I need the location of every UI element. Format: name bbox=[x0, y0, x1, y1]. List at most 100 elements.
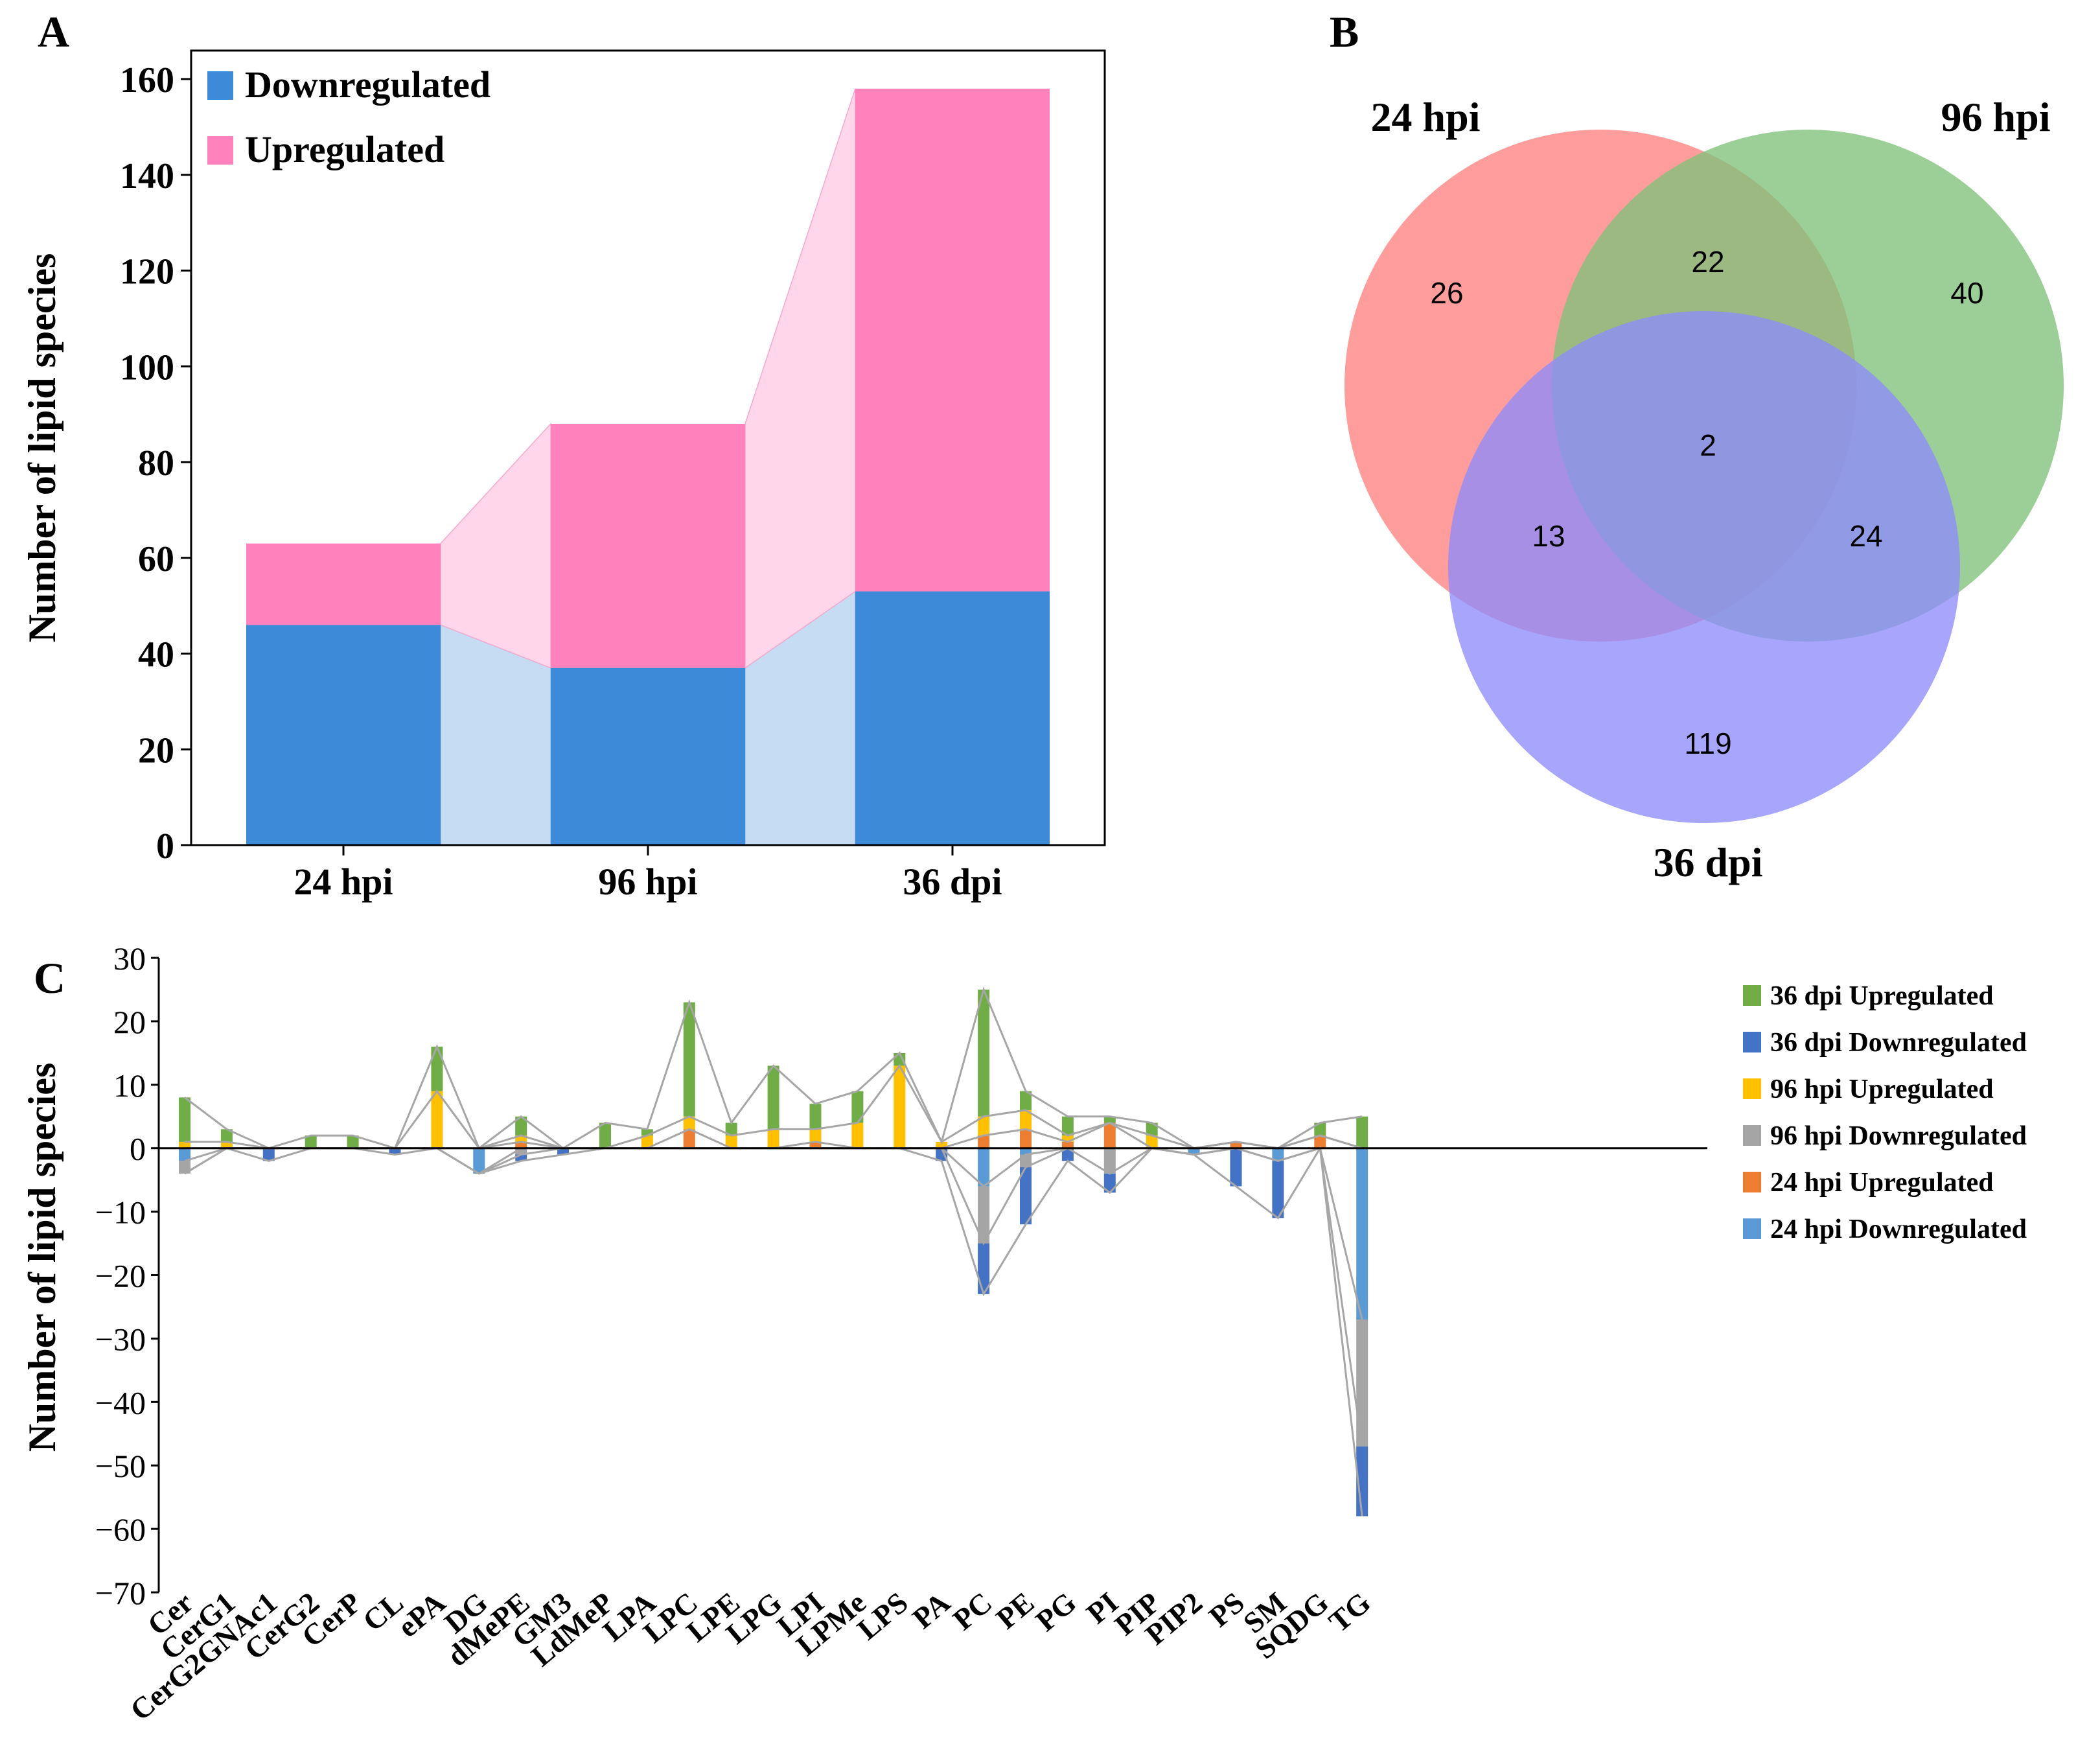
venn-count-24hpi-96hpi: 22 bbox=[1691, 245, 1724, 279]
c-legend-label: 96 hpi Downregulated bbox=[1770, 1121, 2027, 1151]
venn-label-96hpi: 96 hpi bbox=[1941, 94, 2051, 140]
a-y-tick-label: 0 bbox=[156, 826, 174, 866]
c-bar-segment bbox=[431, 1091, 443, 1148]
c-bar-segment bbox=[179, 1148, 190, 1161]
a-legend-label: Downregulated bbox=[245, 64, 490, 106]
c-bars bbox=[179, 989, 1368, 1517]
a-y-tick-label: 60 bbox=[138, 539, 174, 579]
venn-count-24hpi-36dpi: 13 bbox=[1532, 519, 1565, 553]
c-bar-segment bbox=[1356, 1320, 1368, 1447]
c-legend-label: 24 hpi Downregulated bbox=[1770, 1215, 2027, 1244]
c-bar-segment bbox=[179, 1161, 190, 1174]
c-bar-segment bbox=[641, 1135, 653, 1148]
c-bar-segment bbox=[262, 1148, 275, 1161]
c-bar-segment bbox=[725, 1122, 737, 1136]
a-legend-swatch bbox=[207, 71, 233, 100]
c-bar-segment bbox=[978, 1116, 990, 1136]
c-bar-segment bbox=[557, 1148, 570, 1155]
a-connector-up bbox=[440, 422, 551, 669]
c-connector-lines bbox=[159, 986, 1707, 1517]
c-bar-segment bbox=[1272, 1161, 1284, 1218]
c-y-tick-label: −30 bbox=[95, 1321, 146, 1357]
a-y-tick-label: 80 bbox=[138, 443, 174, 483]
c-bar-segment bbox=[1230, 1141, 1242, 1148]
c-y-axis: −70 −60 −50 −40 −30 −20 −10 0 10 20 30 bbox=[95, 940, 160, 1611]
panel-b-venn: 24 hpi 96 hpi 36 dpi 26 40 119 22 13 24 … bbox=[1344, 94, 2064, 885]
a-bar-downregulated bbox=[551, 668, 745, 845]
a-y-tick-label: 140 bbox=[120, 156, 174, 196]
a-x-axis: 24 hpi 96 hpi 36 dpi bbox=[294, 845, 1002, 903]
c-y-tick-label: 30 bbox=[113, 940, 146, 977]
a-x-tick-label: 36 dpi bbox=[903, 861, 1002, 903]
c-legend-swatch bbox=[1743, 1218, 1761, 1239]
c-bar-segment bbox=[347, 1135, 359, 1148]
c-bar-segment bbox=[515, 1141, 527, 1148]
c-x-axis: CerCerG1CerG2GNAc1CerG2CerPCLePADGdMePEG… bbox=[124, 1586, 1377, 1727]
panel-b-letter: B bbox=[1330, 7, 1359, 56]
a-x-tick-label: 96 hpi bbox=[598, 861, 697, 903]
c-bar-segment bbox=[220, 1129, 233, 1142]
c-y-tick-label: −20 bbox=[95, 1258, 146, 1294]
c-bar-segment bbox=[809, 1141, 822, 1148]
a-y-tick-label: 40 bbox=[138, 635, 174, 675]
c-bar-segment bbox=[1146, 1122, 1158, 1136]
c-bar-segment bbox=[389, 1148, 401, 1155]
c-bar-segment bbox=[1230, 1148, 1242, 1187]
c-bar-segment bbox=[978, 1135, 990, 1148]
c-y-tick-label: −60 bbox=[95, 1511, 146, 1548]
c-bar-segment bbox=[851, 1122, 864, 1148]
c-bar-segment bbox=[936, 1141, 948, 1148]
c-bar-segment bbox=[599, 1122, 611, 1148]
venn-count-96hpi-36dpi: 24 bbox=[1849, 519, 1882, 553]
venn-count-36dpi-only: 119 bbox=[1684, 727, 1731, 760]
c-series-line bbox=[184, 1146, 1363, 1447]
c-bar-segment bbox=[179, 1141, 190, 1148]
a-y-axis-title: Number of lipid species bbox=[21, 253, 63, 643]
a-y-tick-label: 20 bbox=[138, 730, 174, 771]
a-connector-up bbox=[744, 88, 856, 669]
a-bar-upregulated bbox=[246, 543, 441, 625]
c-bar-segment bbox=[515, 1154, 527, 1161]
c-bar-segment bbox=[515, 1148, 527, 1155]
a-connectors bbox=[440, 88, 856, 846]
c-x-tick-label: TG bbox=[1322, 1586, 1377, 1639]
venn-count-96hpi-only: 40 bbox=[1950, 276, 1983, 310]
c-bar-segment bbox=[1020, 1091, 1032, 1110]
c-legend-swatch bbox=[1743, 1172, 1761, 1192]
a-bar-downregulated bbox=[855, 591, 1050, 845]
c-bar-segment bbox=[809, 1104, 822, 1130]
panel-a-letter: A bbox=[38, 7, 69, 56]
c-bar-segment bbox=[683, 1116, 695, 1130]
panel-c-chart: −70 −60 −50 −40 −30 −20 −10 0 10 20 30 CerCerG1Cer… bbox=[21, 940, 2027, 1727]
c-y-axis-title: Number of lipid species bbox=[21, 1063, 63, 1452]
a-bar-downregulated bbox=[246, 625, 441, 845]
a-y-tick-label: 100 bbox=[120, 347, 174, 388]
c-bar-segment bbox=[725, 1135, 737, 1148]
c-bar-segment bbox=[1272, 1148, 1284, 1161]
venn-count-all: 2 bbox=[1700, 428, 1716, 462]
c-bar-segment bbox=[1356, 1116, 1368, 1148]
a-y-tick-label: 120 bbox=[120, 252, 174, 292]
a-legend-label: Upregulated bbox=[245, 128, 444, 170]
c-bar-segment bbox=[1314, 1135, 1326, 1148]
c-y-tick-label: 10 bbox=[113, 1067, 146, 1104]
c-bar-segment bbox=[1314, 1122, 1326, 1136]
a-legend-swatch bbox=[207, 136, 233, 165]
c-bar-segment bbox=[1020, 1148, 1032, 1155]
c-legend-swatch bbox=[1743, 1078, 1761, 1099]
c-bar-segment bbox=[683, 1002, 695, 1117]
c-bar-segment bbox=[978, 1148, 990, 1187]
c-bar-segment bbox=[641, 1129, 653, 1136]
c-legend-swatch bbox=[1743, 1125, 1761, 1146]
c-bar-segment bbox=[978, 1186, 990, 1244]
c-bar-segment bbox=[1188, 1148, 1200, 1155]
c-legend-label: 36 dpi Downregulated bbox=[1770, 1028, 2027, 1058]
c-legend-label: 96 hpi Upregulated bbox=[1770, 1075, 1994, 1104]
a-legend: Downregulated Upregulated bbox=[207, 64, 490, 170]
venn-count-24hpi-only: 26 bbox=[1430, 276, 1463, 310]
c-y-tick-label: −50 bbox=[95, 1448, 146, 1484]
c-bar-segment bbox=[851, 1091, 864, 1123]
c-bar-segment bbox=[978, 989, 990, 1117]
a-bar-upregulated bbox=[855, 88, 1050, 592]
